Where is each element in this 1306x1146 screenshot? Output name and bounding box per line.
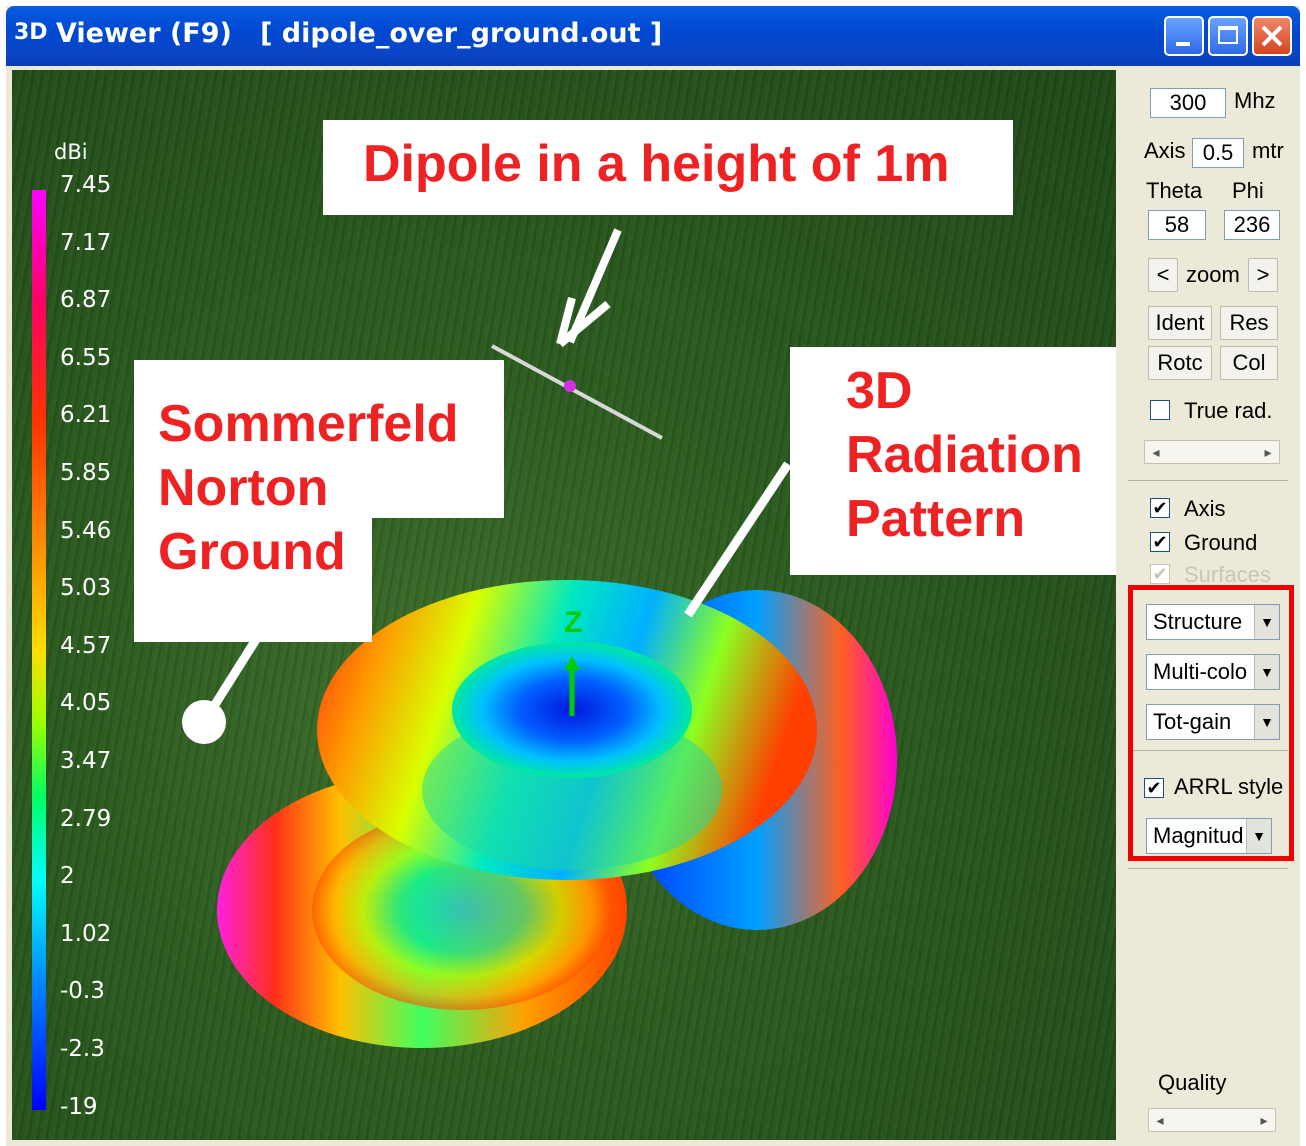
color-scale-label: 6.21 (60, 402, 112, 429)
app-logo: 3D (14, 20, 48, 45)
divider (1128, 750, 1288, 751)
ground-annotation-line-3: Ground (158, 523, 346, 581)
col-button[interactable]: Col (1220, 346, 1278, 380)
color-mode-select-value: Multi-colo (1153, 659, 1248, 684)
rotc-button[interactable]: Rotc (1148, 346, 1212, 380)
magnitude-select[interactable]: Magnitud ▼ (1146, 818, 1272, 854)
pattern-annotation-box: 3D Radiation Pattern (790, 347, 1116, 575)
structure-select[interactable]: Structure ▼ (1146, 604, 1280, 640)
dipole-antenna (491, 344, 663, 440)
color-scale-label: 4.05 (60, 690, 112, 717)
theta-input[interactable]: 58 (1148, 210, 1206, 240)
gain-select-value: Tot-gain (1153, 709, 1232, 734)
color-scale-label: 3.47 (60, 748, 112, 774)
surfaces-checkbox[interactable]: ✔ (1150, 564, 1170, 584)
ident-button[interactable]: Ident (1148, 306, 1212, 340)
dipole-annotation-box: Dipole in a height of 1m (323, 120, 1013, 215)
axis-label: Axis (1144, 138, 1186, 163)
dipole-pointer-arrow (566, 228, 622, 344)
quality-slider[interactable]: ◂ ▸ (1148, 1108, 1276, 1132)
ground-annotation-line-1: Sommerfeld (158, 395, 459, 453)
color-scale-label: 1.02 (60, 920, 112, 947)
maximize-button[interactable] (1208, 16, 1248, 56)
color-scale-label: 2 (60, 863, 75, 890)
minimize-button[interactable] (1164, 16, 1204, 56)
pattern-annotation-line-2: Radiation (846, 426, 1083, 484)
gain-select[interactable]: Tot-gain ▼ (1146, 704, 1280, 740)
chevron-down-icon: ▼ (1254, 655, 1279, 689)
color-scale-label: 7.17 (60, 229, 112, 256)
color-scale-label: 6.55 (60, 344, 112, 371)
close-icon (1261, 25, 1283, 47)
minimize-icon (1176, 42, 1190, 46)
structure-select-value: Structure (1153, 609, 1243, 634)
frequency-input[interactable]: 300 (1150, 88, 1226, 118)
color-scale-label: -2.3 (60, 1036, 105, 1062)
ground-checkbox[interactable]: ✔ (1150, 532, 1170, 552)
color-scale-label: -0.3 (60, 978, 105, 1005)
ground-pointer-dot (182, 700, 226, 744)
window-title: Viewer (F9) [ dipole_over_ground.out ] (56, 18, 663, 49)
color-scale-label: 5.46 (60, 517, 112, 544)
magnitude-select-value: Magnitud (1153, 823, 1244, 848)
axis-length-input[interactable]: 0.5 (1192, 138, 1244, 168)
chevron-down-icon: ▼ (1254, 705, 1279, 739)
color-scale-label: 5.03 (60, 575, 112, 602)
maximize-icon (1218, 26, 1238, 44)
axis-checkbox[interactable]: ✔ (1150, 498, 1170, 518)
z-axis-label: Z (564, 606, 582, 639)
true-rad-slider[interactable]: ◂ ▸ (1144, 440, 1280, 464)
ground-annotation-box-bottom (134, 516, 372, 642)
slider-left-arrow-icon: ◂ (1152, 444, 1160, 460)
arrl-style-checkbox[interactable]: ✔ (1144, 778, 1164, 798)
color-scale-unit: dBi (54, 140, 88, 164)
z-axis-arrow-icon (564, 656, 580, 670)
slider-left-arrow-icon: ◂ (1156, 1112, 1164, 1128)
quality-label: Quality (1158, 1070, 1227, 1095)
3d-viewport[interactable]: dBi 7.45 7.17 6.87 6.55 6.21 5.85 5.46 5.03 4.57… (12, 70, 1116, 1140)
pattern-annotation-line-1: 3D (846, 362, 913, 420)
phi-input[interactable]: 236 (1224, 210, 1280, 240)
chevron-down-icon: ▼ (1246, 819, 1271, 853)
slider-right-arrow-icon: ▸ (1260, 1112, 1268, 1128)
color-scale-label: 4.57 (60, 632, 112, 659)
highlight-box (1128, 585, 1294, 861)
axis-unit: mtr (1252, 138, 1284, 163)
color-scale-label: 2.79 (60, 805, 112, 832)
frequency-unit: Mhz (1234, 88, 1276, 113)
dipole-annotation: Dipole in a height of 1m (363, 135, 950, 193)
close-button[interactable] (1252, 16, 1292, 56)
arrow-head-icon (556, 296, 611, 348)
ground-check-label: Ground (1184, 530, 1258, 555)
color-scale-label: 7.45 (60, 172, 112, 198)
radiation-pattern-graphic: Z (182, 228, 897, 1048)
divider (1128, 480, 1288, 481)
control-panel: 300 Mhz Axis 0.5 mtr Theta Phi 58 236 < … (1124, 70, 1290, 1140)
res-button[interactable]: Res (1220, 306, 1278, 340)
phi-label: Phi (1232, 178, 1264, 203)
title-bar[interactable]: 3D Viewer (F9) [ dipole_over_ground.out … (6, 6, 1300, 66)
slider-right-arrow-icon: ▸ (1264, 444, 1272, 460)
ground-annotation-line-2: Norton (158, 459, 329, 517)
arrl-style-label: ARRL style (1174, 774, 1284, 799)
color-scale-bar (32, 190, 46, 1110)
color-scale-label: 5.85 (60, 460, 112, 486)
surfaces-check-label: Surfaces (1184, 562, 1271, 587)
true-rad-label: True rad. (1184, 398, 1273, 423)
theta-label: Theta (1146, 178, 1203, 203)
ground-annotation-box-top (134, 360, 504, 518)
pattern-annotation-line-3: Pattern (846, 490, 1026, 548)
color-scale-label: -19 (60, 1093, 98, 1120)
chevron-down-icon: ▼ (1254, 605, 1279, 639)
true-rad-checkbox[interactable] (1150, 400, 1170, 420)
axis-check-label: Axis (1184, 496, 1226, 521)
divider (1128, 868, 1288, 869)
dipole-feed-point (564, 380, 576, 392)
zoom-label: zoom (1186, 262, 1240, 287)
zoom-out-button[interactable]: < (1148, 258, 1178, 292)
pattern-pointer-line (684, 461, 792, 618)
color-scale-label: 6.87 (60, 287, 112, 314)
zoom-in-button[interactable]: > (1248, 258, 1278, 292)
color-mode-select[interactable]: Multi-colo ▼ (1146, 654, 1280, 690)
